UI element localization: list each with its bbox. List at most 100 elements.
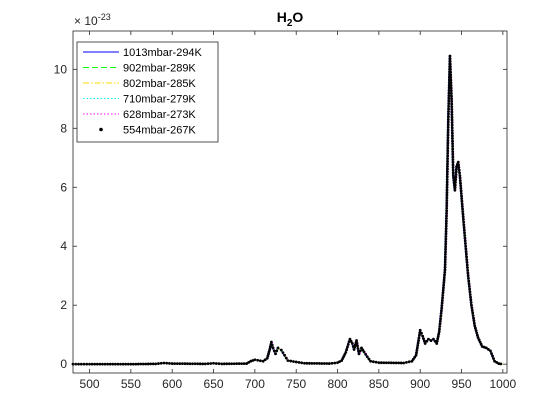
data-point xyxy=(175,362,179,366)
data-point xyxy=(464,244,468,248)
data-point xyxy=(411,357,415,361)
data-point xyxy=(446,128,450,132)
data-point xyxy=(442,281,446,284)
legend-item: 802mbar-285K xyxy=(83,78,196,90)
data-point xyxy=(341,357,345,360)
data-point xyxy=(447,104,451,108)
data-point xyxy=(458,176,462,180)
data-point xyxy=(446,125,450,129)
data-point xyxy=(445,198,449,202)
legend-item: 554mbar-267K xyxy=(99,125,196,137)
data-point xyxy=(444,232,448,236)
data-point xyxy=(462,220,466,224)
data-point xyxy=(459,186,463,190)
data-point xyxy=(447,86,451,90)
data-point xyxy=(275,349,279,353)
data-point xyxy=(460,194,463,198)
data-point xyxy=(438,325,442,328)
data-point xyxy=(444,245,448,249)
data-point xyxy=(121,362,125,366)
data-point xyxy=(417,339,420,342)
legend-item: 710mbar-279K xyxy=(83,94,196,106)
data-point xyxy=(459,192,463,195)
data-point xyxy=(355,341,359,345)
data-point xyxy=(440,306,444,310)
data-point xyxy=(474,329,478,332)
data-point xyxy=(415,351,418,355)
data-point xyxy=(446,115,450,119)
data-point xyxy=(465,263,469,267)
data-point xyxy=(495,360,499,364)
data-point xyxy=(446,157,449,161)
data-point xyxy=(267,350,271,354)
data-point xyxy=(451,142,454,146)
data-point xyxy=(446,167,449,171)
data-point xyxy=(289,359,293,363)
data-point xyxy=(441,293,445,297)
data-point xyxy=(456,160,460,164)
x-tick-label: 700 xyxy=(245,377,265,391)
data-point xyxy=(191,362,194,366)
x-tick-label: 1000 xyxy=(490,377,517,391)
data-point xyxy=(247,360,251,364)
data-point xyxy=(270,340,273,344)
data-point xyxy=(446,146,450,150)
data-point xyxy=(170,362,174,365)
data-point xyxy=(438,319,442,323)
data-point xyxy=(466,268,470,272)
y-exponent-label: × 10-23 xyxy=(74,12,111,28)
data-point xyxy=(446,131,450,134)
data-point xyxy=(281,351,285,355)
data-point xyxy=(454,167,458,171)
data-point xyxy=(303,361,306,365)
data-point xyxy=(444,237,448,241)
data-point xyxy=(344,350,348,354)
data-point xyxy=(447,96,451,100)
data-point xyxy=(462,226,466,229)
data-point xyxy=(450,92,453,95)
data-point xyxy=(351,342,354,345)
data-point xyxy=(443,270,447,274)
data-point xyxy=(446,165,449,168)
data-point xyxy=(186,362,189,366)
data-point xyxy=(106,362,110,366)
data-point xyxy=(258,359,262,363)
data-point xyxy=(131,362,135,366)
data-point xyxy=(460,197,464,201)
data-point xyxy=(445,183,449,187)
data-point xyxy=(379,361,383,365)
data-point xyxy=(447,112,450,116)
data-point xyxy=(292,360,295,363)
data-point xyxy=(468,290,472,294)
data-point xyxy=(268,348,272,351)
data-point xyxy=(407,360,411,364)
data-point xyxy=(444,250,447,254)
data-point xyxy=(358,349,362,353)
data-point xyxy=(330,361,334,365)
data-point xyxy=(464,252,468,256)
data-point xyxy=(445,196,449,200)
data-point xyxy=(450,105,454,109)
data-point xyxy=(201,362,205,366)
data-point xyxy=(439,311,443,315)
data-point xyxy=(441,296,444,300)
data-point xyxy=(198,362,202,366)
data-point xyxy=(113,362,117,366)
data-point xyxy=(451,137,454,140)
data-point xyxy=(447,94,451,98)
data-point xyxy=(446,151,450,155)
legend-label: 902mbar-289K xyxy=(123,63,196,75)
data-point xyxy=(454,173,458,176)
data-point xyxy=(490,352,493,355)
data-point xyxy=(159,361,163,365)
data-point xyxy=(225,362,229,366)
data-point xyxy=(217,362,221,366)
data-point xyxy=(470,303,473,307)
data-point xyxy=(454,170,458,174)
data-point xyxy=(108,362,112,366)
data-point xyxy=(353,345,357,349)
legend-label: 710mbar-279K xyxy=(123,94,196,106)
data-point xyxy=(263,358,267,362)
data-point xyxy=(439,314,443,318)
data-point xyxy=(98,362,102,366)
